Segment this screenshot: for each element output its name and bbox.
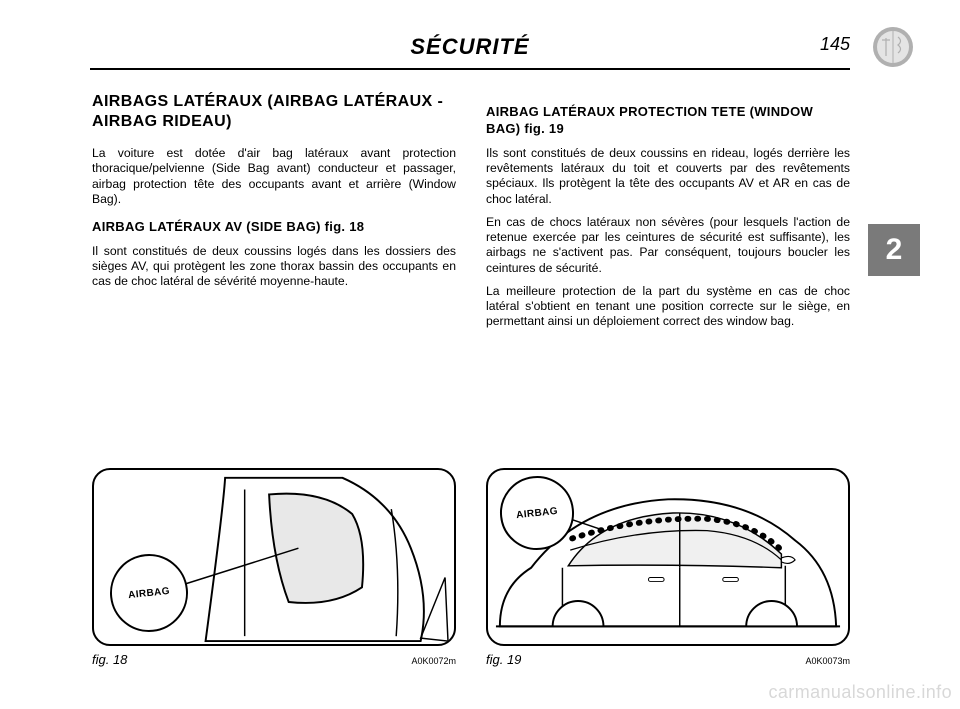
chapter-number: 2: [886, 233, 903, 267]
figure-18-frame: AIRBAG: [92, 468, 456, 646]
figure-caption: fig. 18: [92, 652, 127, 667]
figure-code: A0K0073m: [805, 656, 850, 666]
airbag-callout-label: AIRBAG: [128, 585, 171, 600]
chapter-tab: 2: [868, 224, 920, 276]
figure-19: AIRBAG fig. 19 A0K0073m: [486, 468, 850, 667]
page-number: 145: [820, 34, 850, 55]
paragraph: La meilleure protection de la part du sy…: [486, 284, 850, 330]
figure-19-caption-row: fig. 19 A0K0073m: [486, 652, 850, 667]
paragraph: Il sont constitués de deux coussins logé…: [92, 244, 456, 290]
figure-row: AIRBAG fig. 18 A0K0072m: [92, 468, 850, 667]
figure-18-caption-row: fig. 18 A0K0072m: [92, 652, 456, 667]
figure-caption: fig. 19: [486, 652, 521, 667]
right-column: AIRBAG LATÉRAUX PROTECTION TETE (WINDOW …: [486, 92, 850, 338]
body-text: AIRBAGS LATÉRAUX (AIRBAG LATÉRAUX - AIRB…: [92, 92, 850, 338]
paragraph: La voiture est dotée d'air bag latéraux …: [92, 146, 456, 207]
section-title: SÉCURITÉ: [90, 34, 850, 60]
page-header: SÉCURITÉ 145: [90, 30, 850, 70]
manual-page: SÉCURITÉ 145 2 AIRBAGS LATÉRAUX (AIRBAG …: [0, 0, 960, 709]
heading-main: AIRBAGS LATÉRAUX (AIRBAG LATÉRAUX - AIRB…: [92, 92, 456, 132]
airbag-callout-label: AIRBAG: [516, 505, 559, 520]
figure-18: AIRBAG fig. 18 A0K0072m: [92, 468, 456, 667]
heading-sub: AIRBAG LATÉRAUX PROTECTION TETE (WINDOW …: [486, 104, 850, 138]
heading-sub: AIRBAG LATÉRAUX AV (SIDE BAG) fig. 18: [92, 219, 456, 236]
left-column: AIRBAGS LATÉRAUX (AIRBAG LATÉRAUX - AIRB…: [92, 92, 456, 338]
figure-code: A0K0072m: [411, 656, 456, 666]
alfa-romeo-badge-icon: [872, 26, 914, 68]
figure-19-frame: AIRBAG: [486, 468, 850, 646]
paragraph: En cas de chocs latéraux non sévères (po…: [486, 215, 850, 276]
watermark: carmanualsonline.info: [768, 682, 952, 703]
paragraph: Ils sont constitués de deux coussins en …: [486, 146, 850, 207]
